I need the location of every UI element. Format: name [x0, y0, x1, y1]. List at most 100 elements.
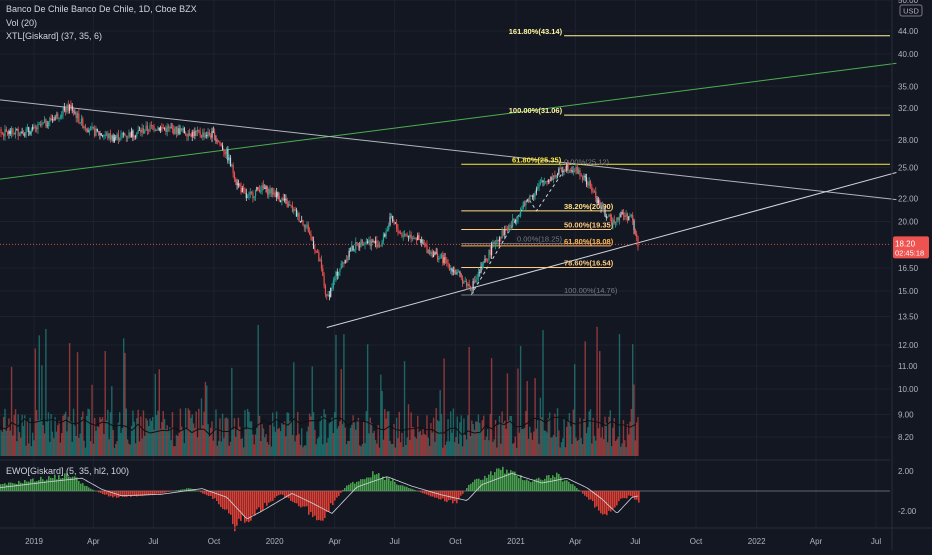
candle-body [610, 215, 611, 217]
candle-body [465, 281, 466, 282]
ewo-bar [292, 491, 294, 502]
candle-body [52, 119, 53, 120]
candle-body [230, 158, 231, 166]
candle-body [575, 167, 576, 171]
volume-bar [583, 419, 584, 456]
volume-bar [620, 447, 621, 456]
candle-body [31, 130, 32, 135]
candle-body [545, 181, 546, 182]
ewo-bar [614, 491, 616, 508]
ewo-bar [326, 491, 328, 512]
candle-body [633, 221, 634, 230]
volume-bar [260, 441, 261, 456]
ewo-bar [22, 483, 24, 491]
ewo-bar [398, 485, 400, 491]
x-tick-label: Apr [328, 537, 341, 546]
volume-bar [136, 418, 137, 456]
candle-body [587, 184, 588, 185]
candle-body [225, 152, 226, 154]
volume-bar [516, 448, 517, 456]
ewo-bar [570, 484, 572, 491]
y-tick-label: 16.50 [898, 264, 919, 273]
candle-body [57, 114, 58, 119]
candle-body [126, 136, 127, 138]
candle-body [206, 135, 207, 136]
candle-body [324, 276, 325, 286]
volume-bar [234, 418, 235, 456]
candle-body [214, 132, 215, 140]
ewo-bar [284, 491, 286, 497]
candle-body [81, 119, 82, 123]
ewo-bar [242, 491, 244, 515]
volume-bar [366, 411, 367, 456]
volume-bar [293, 362, 294, 456]
ewo-bar [58, 475, 60, 491]
candle-body [355, 242, 356, 250]
ewo-bar [390, 481, 392, 491]
candle-body [480, 266, 481, 272]
volume-bar [198, 409, 199, 456]
volume-bar [380, 375, 381, 456]
candle-body [591, 187, 592, 192]
volume-bar [83, 441, 84, 456]
volume-bar [228, 446, 229, 456]
candle-body [339, 269, 340, 272]
candle-body [451, 268, 452, 271]
candle-body [223, 150, 224, 152]
ewo-bar [42, 479, 44, 491]
ewo-bar [202, 491, 204, 494]
candle-body [22, 132, 23, 133]
candle-body [255, 190, 256, 196]
candle-body [620, 214, 621, 217]
volume-bar [441, 414, 442, 456]
ewo-bar [376, 474, 378, 491]
candle-body [11, 128, 12, 133]
candle-body [12, 128, 13, 132]
volume-bar [6, 431, 7, 456]
volume-bar [140, 417, 141, 456]
volume-bar [98, 427, 99, 456]
ewo-bar [574, 486, 576, 491]
volume-bar [27, 421, 28, 456]
candle-body [151, 125, 152, 126]
candle-body [500, 237, 501, 238]
candle-body [450, 268, 451, 270]
candle-body [552, 177, 553, 180]
volume-bar [110, 412, 111, 456]
ewo-bar [40, 477, 42, 491]
candle-body [616, 217, 617, 221]
candle-body [276, 192, 277, 197]
candle-body [314, 249, 315, 251]
candle-body [155, 130, 156, 131]
ewo-bar [180, 490, 182, 491]
volume-bar [90, 441, 91, 456]
volume-bar [500, 444, 501, 456]
volume-bar [263, 429, 264, 456]
volume-bar [145, 418, 146, 456]
volume-bar [557, 408, 558, 456]
volume-bar [165, 429, 166, 456]
volume-bar [248, 412, 249, 456]
candle-body [430, 252, 431, 254]
volume-bar [488, 440, 489, 456]
candle-body [122, 133, 123, 134]
candle-body [39, 124, 40, 125]
candle-body [175, 127, 176, 134]
candle-body [84, 127, 85, 128]
candle-body [527, 200, 528, 201]
volume-bar [463, 418, 464, 456]
candle-body [494, 242, 495, 244]
ewo-bar [86, 486, 88, 491]
volume-bar [538, 444, 539, 456]
candle-body [310, 234, 311, 237]
volume-bar [470, 436, 471, 456]
candle-body [346, 260, 347, 261]
ewo-bar [158, 491, 160, 494]
candle-body [571, 170, 572, 172]
candle-body [43, 122, 44, 123]
candle-body [433, 255, 434, 257]
candle-body [19, 135, 20, 136]
volume-bar [211, 421, 212, 456]
